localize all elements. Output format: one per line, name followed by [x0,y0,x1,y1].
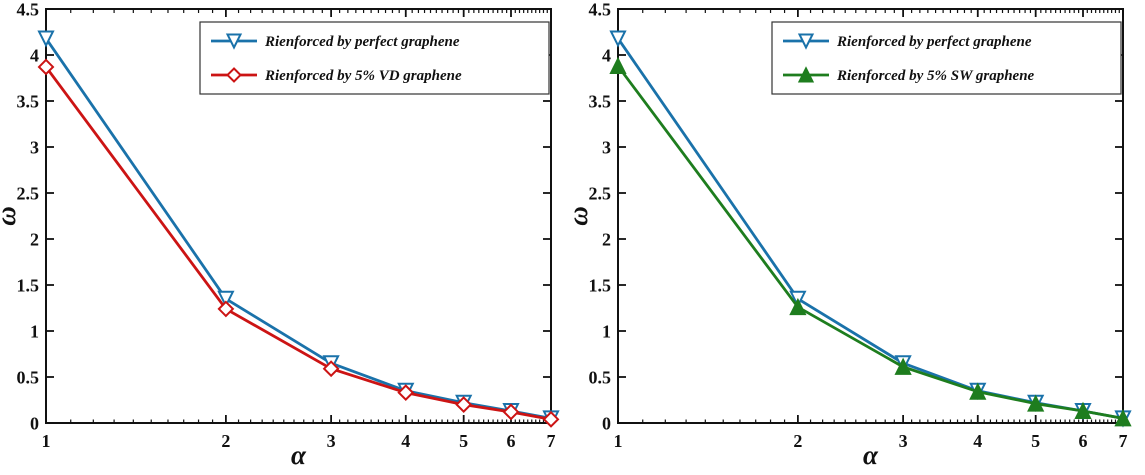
x-axis-tick-label: 1 [42,431,51,451]
y-axis-tick-label: 1 [30,321,39,341]
legend-marker [797,33,815,50]
y-axis-tick-label: 4.5 [17,0,40,19]
x-axis-tick-label: 3 [899,431,908,451]
legend-marker [797,66,815,83]
y-axis-tick-label: 3 [602,137,611,157]
series-marker-1 [322,360,340,378]
x-axis-tick-label: 2 [793,431,802,451]
legend-marker [226,67,242,83]
y-axis-tick-label: 0.5 [17,367,40,387]
y-axis-tick-label: 4 [602,45,611,65]
legend-label: Rienforced by perfect graphene [836,34,1032,50]
legend-marker [225,33,243,50]
legend-box [199,21,550,95]
series-line-0 [44,37,553,420]
y-axis-tick-label: 0.5 [589,367,612,387]
series-marker-1 [609,56,627,75]
series-marker-0 [217,290,235,309]
chart-panel-right: 1 2 3 4 5 6 7 0 0.5 1 1.5 2 2.5 3 3.5 4 4.5 α ω Rienforced … [572,0,1144,475]
x-axis-tick-label: 7 [1119,431,1128,451]
y-axis-tick-label: 0 [30,413,39,433]
y-axis-tick-label: 4.5 [589,0,612,19]
legend-label: Rienforced by 5% SW graphene [836,68,1035,84]
plot-frame [45,8,552,424]
x-axis-tick-label: 2 [221,431,230,451]
legend-label: Rienforced by perfect graphene [264,34,460,50]
x-axis-label: α [863,440,879,470]
series-marker-1 [1074,401,1092,420]
y-axis-tick-label: 2 [602,229,611,249]
series-line-1 [44,65,553,421]
series-marker-1 [969,382,987,400]
series-line-1 [616,64,1125,420]
x-axis-tick-label: 6 [506,431,515,451]
plot-frame [617,8,1124,424]
series-marker-1 [37,58,55,76]
x-axis-tick-label: 5 [459,431,468,451]
x-axis-label: α [291,440,307,470]
series-marker-1 [1027,394,1045,412]
line-chart-sw-graphene: 1 2 3 4 5 6 7 0 0.5 1 1.5 2 2.5 3 3.5 4 4.5 α ω Rienforced … [572,0,1132,470]
x-axis-tick-label: 7 [547,431,556,451]
series-marker-1 [1114,409,1132,427]
y-axis-tick-label: 1.5 [589,275,612,295]
y-axis-tick-label: 2 [30,229,39,249]
y-axis-tick-label: 4 [30,45,39,65]
series-marker-1 [894,357,912,375]
y-axis-tick-label: 1.5 [17,275,40,295]
chart-panel-left: 1 2 3 4 5 6 7 0 0.5 1 1.5 2 2.5 3 3.5 4 4.5 α ω Rienforced … [0,0,572,475]
y-axis-tick-label: 1 [602,321,611,341]
series-marker-1 [217,300,235,318]
line-chart-vd-graphene: 1 2 3 4 5 6 7 0 0.5 1 1.5 2 2.5 3 3.5 4 4.5 α ω Rienforced … [0,0,560,470]
y-axis-tick-label: 3.5 [589,91,612,111]
y-axis-tick-label: 0 [602,413,611,433]
y-axis-tick-label: 3.5 [17,91,40,111]
y-axis-tick-label: 2.5 [17,183,40,203]
series-line-0 [616,37,1125,420]
legend-label: Rienforced by 5% VD graphene [264,68,462,84]
x-axis-tick-label: 4 [401,431,410,451]
series-marker-0 [37,30,55,48]
x-axis-tick-label: 3 [327,431,336,451]
series-marker-1 [502,403,520,421]
y-axis-tick-label: 2.5 [589,183,612,203]
x-axis-tick-label: 5 [1031,431,1040,451]
y-axis-tick-label: 3 [30,137,39,157]
x-axis-tick-label: 4 [973,431,982,451]
x-axis-tick-label: 1 [614,431,623,451]
series-marker-1 [789,297,807,316]
series-marker-1 [397,384,415,402]
x-axis-tick-label: 6 [1078,431,1087,451]
series-marker-1 [455,396,473,414]
y-axis-label: ω [0,206,21,226]
legend-box [771,21,1122,95]
y-axis-label: ω [572,206,593,226]
series-marker-0 [609,30,627,48]
series-marker-1 [542,410,560,428]
